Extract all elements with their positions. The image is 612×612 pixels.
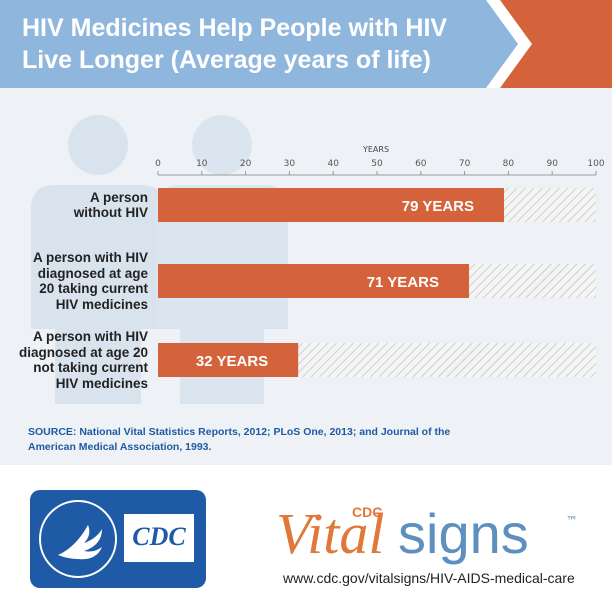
hhs-eagle bbox=[58, 525, 102, 560]
source-note: SOURCE: National Vital Statistics Report… bbox=[28, 426, 451, 453]
value-label: 32 YEARS bbox=[196, 353, 268, 370]
bar bbox=[158, 264, 469, 298]
y-tick-label: A person with HIV diagnosed at age 20 no… bbox=[18, 329, 148, 391]
header-arrow-edge bbox=[486, 0, 532, 88]
x-tick-label: 20 bbox=[240, 159, 252, 169]
x-tick-label: 70 bbox=[459, 159, 471, 169]
x-tick-label: 50 bbox=[371, 159, 383, 169]
cdc-logo-panel bbox=[124, 514, 194, 562]
hhs-seal bbox=[39, 500, 117, 578]
x-tick-label: 90 bbox=[546, 159, 558, 169]
cdc-logo-text: CDC bbox=[132, 522, 186, 551]
trademark: ™ bbox=[566, 514, 578, 528]
vital-word: Vital bbox=[276, 501, 384, 566]
x-tick-label: 30 bbox=[284, 159, 296, 169]
y-tick-label: A person without HIV bbox=[73, 189, 148, 221]
value-label: 79 YEARS bbox=[402, 198, 474, 215]
url: www.cdc.gov/vitalsigns/HIV-AIDS-medical-… bbox=[282, 570, 575, 586]
x-tick-label: 60 bbox=[415, 159, 427, 169]
header-arrow bbox=[496, 0, 612, 88]
chart-title: HIV Medicines Help People with HIV Live … bbox=[22, 14, 448, 74]
bar bbox=[158, 188, 505, 222]
x-tick-label: 80 bbox=[503, 159, 515, 169]
y-tick-label: A person with HIV diagnosed at age 20 ta… bbox=[32, 250, 148, 312]
vitalsigns-cdc: CDC bbox=[352, 504, 382, 520]
x-tick-label: 10 bbox=[196, 159, 208, 169]
x-tick-label: 0 bbox=[155, 159, 161, 169]
value-label: 71 YEARS bbox=[367, 274, 439, 291]
x-tick-label: 100 bbox=[587, 159, 604, 169]
axis-label: YEARS bbox=[362, 145, 389, 154]
bar bbox=[158, 343, 299, 377]
signs-word: signs bbox=[398, 502, 529, 565]
x-tick-label: 40 bbox=[327, 159, 339, 169]
